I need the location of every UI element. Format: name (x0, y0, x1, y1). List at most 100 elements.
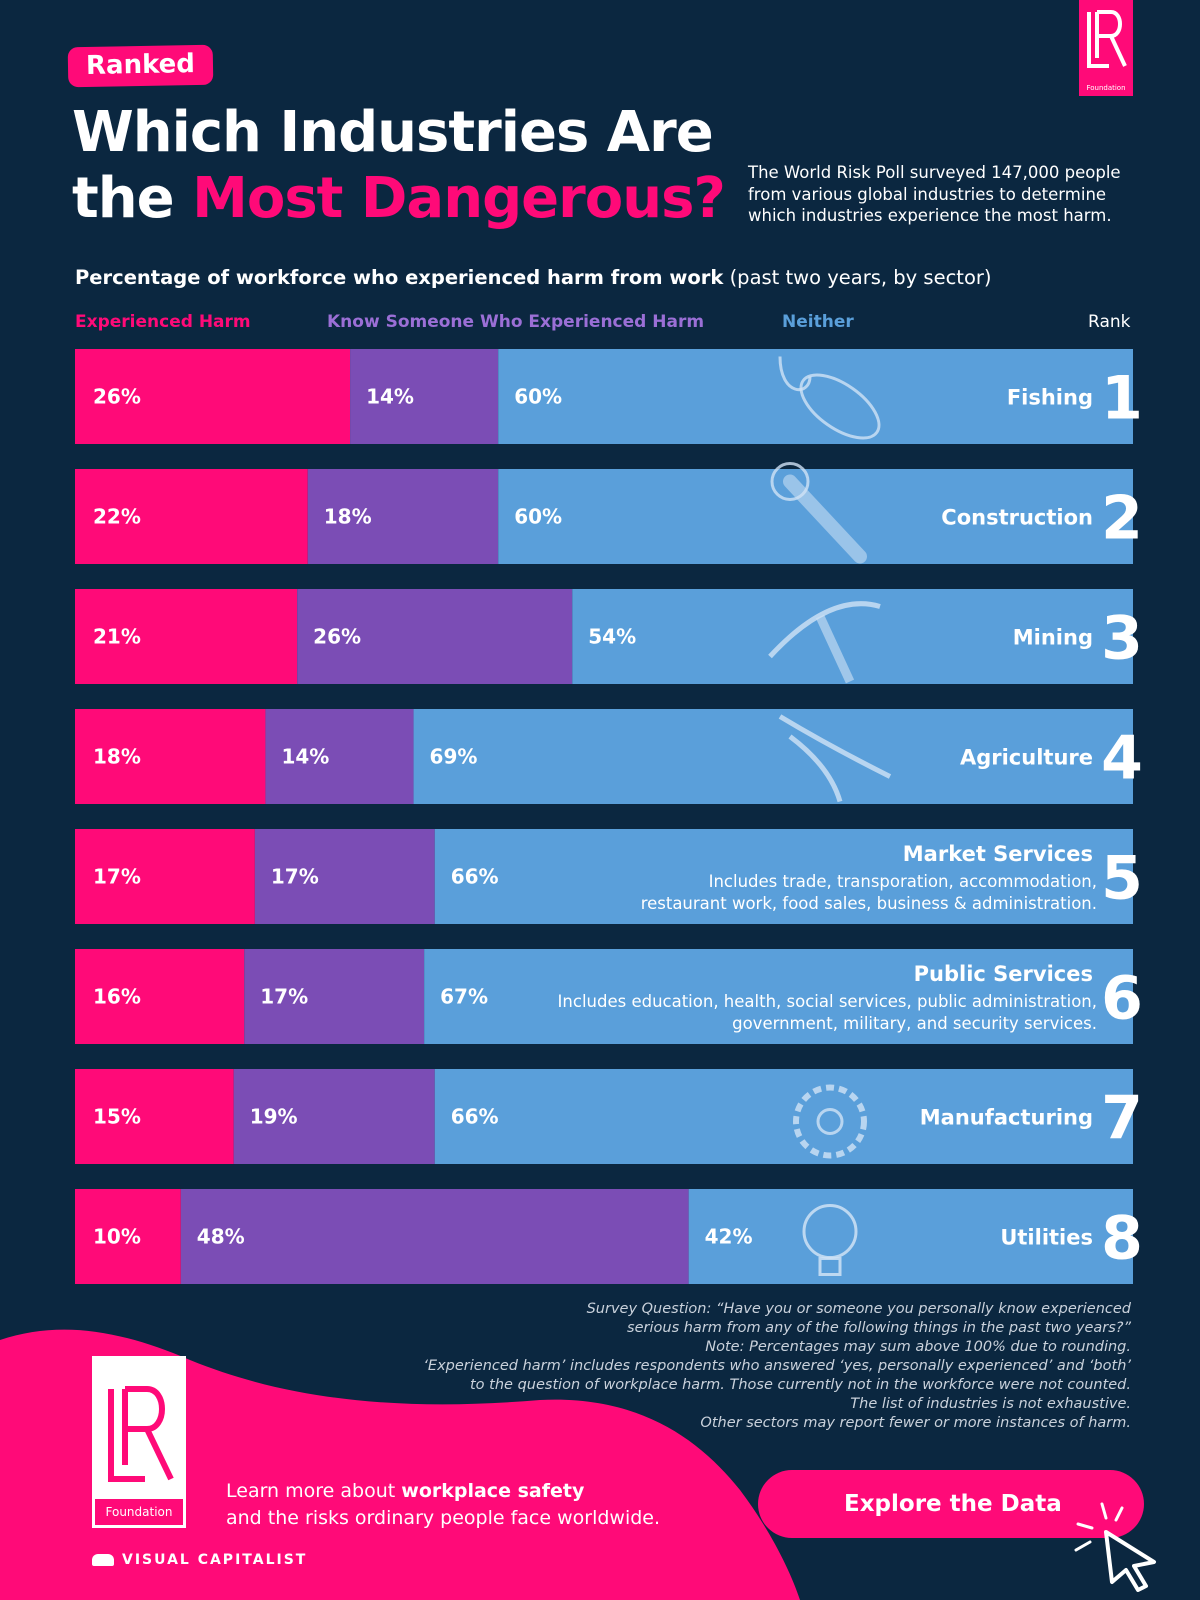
lr-logo-icon (1087, 10, 1127, 68)
bar-segment (434, 1069, 1134, 1164)
learn-more-text: Learn more about workplace safety and th… (226, 1478, 660, 1532)
wrench-icon (770, 462, 867, 564)
stacked-bar-chart: 26% 14% 60% Fishing 1 22% 18% 60% Construction 2 2… (75, 349, 1143, 1284)
gear-icon (793, 1084, 867, 1159)
cursor-click-icon (1074, 1502, 1156, 1592)
note-line: Other sectors may report fewer or more i… (700, 1415, 1131, 1431)
visual-capitalist-brand[interactable]: VISUAL CAPITALIST (92, 1552, 307, 1568)
pliers-icon (778, 714, 892, 803)
bar-segment (413, 709, 1133, 804)
title-line-2: the Most Dangerous? (72, 166, 726, 232)
lr-logo-footer-icon (108, 1386, 174, 1482)
bar-segment (75, 829, 255, 924)
bar-value-label: 66% (451, 1105, 499, 1129)
rank-number: 3 (1101, 604, 1143, 674)
note-line: Survey Question: “Have you or someone yo… (586, 1301, 1131, 1317)
light-bulb-icon (802, 1204, 858, 1276)
bar-value-label: 17% (271, 865, 319, 889)
bar-segment (424, 949, 1133, 1044)
bar-value-label: 17% (260, 985, 308, 1009)
bar-value-label: 69% (430, 745, 478, 769)
bar-segment (297, 589, 573, 684)
bar-value-label: 42% (705, 1225, 753, 1249)
category-label: Utilities (1000, 1226, 1093, 1250)
footer-logo-panel: Foundation (95, 1359, 183, 1525)
bar-segment (688, 1189, 1133, 1284)
bar-value-label: 21% (93, 625, 141, 649)
bar-segment (434, 829, 1134, 924)
rank-number: 8 (1101, 1204, 1143, 1274)
bar-segment (75, 1069, 234, 1164)
bar-value-label: 54% (588, 625, 636, 649)
legend-harm: Experienced Harm (75, 312, 251, 332)
bar-segment (254, 829, 435, 924)
bar-segment (233, 1069, 435, 1164)
subtitle-light: (past two years, by sector) (729, 266, 992, 289)
rank-number: 1 (1101, 364, 1143, 434)
bar-segment (265, 709, 414, 804)
vc-brand-text: VISUAL CAPITALIST (122, 1552, 308, 1568)
bar-value-label: 26% (93, 385, 141, 409)
category-label: Agriculture (960, 746, 1093, 770)
bar-segment (307, 469, 499, 564)
rank-number: 7 (1101, 1084, 1143, 1154)
category-label: Fishing (1007, 386, 1093, 410)
rank-number: 5 (1101, 844, 1143, 914)
category-label: Manufacturing (920, 1106, 1093, 1130)
bar-segment (75, 1189, 181, 1284)
page-title: Which Industries Are the Most Dangerous? (72, 100, 726, 232)
rank-number: 2 (1101, 484, 1143, 554)
lr-logo-footer[interactable]: Foundation (92, 1356, 186, 1528)
fish-hook-icon (778, 356, 881, 440)
bar-value-label: 16% (93, 985, 141, 1009)
explore-data-button[interactable]: Explore the Data (758, 1470, 1144, 1538)
learn-bold[interactable]: workplace safety (401, 1480, 585, 1502)
bar-segment (180, 1189, 689, 1284)
bar-segment (75, 469, 308, 564)
bar-value-label: 19% (250, 1105, 298, 1129)
bar-value-label: 22% (93, 505, 141, 529)
bar-value-label: 66% (451, 865, 499, 889)
category-description: restaurant work, food sales, business & … (641, 894, 1097, 913)
category-label: Construction (941, 506, 1093, 530)
chart-subtitle: Percentage of workforce who experienced … (75, 266, 992, 289)
legend-neither: Neither (782, 312, 854, 332)
intro-text: The World Risk Poll surveyed 147,000 peo… (748, 163, 1121, 225)
bar-value-label: 60% (514, 505, 562, 529)
title-plain: the (72, 166, 193, 231)
title-accent: Most Dangerous? (192, 166, 726, 231)
footnotes: Survey Question: “Have you or someone yo… (371, 1300, 1131, 1433)
bar-segment (498, 349, 1133, 444)
bar-value-label: 17% (93, 865, 141, 889)
category-description: government, military, and security servi… (732, 1014, 1097, 1033)
learn-line-1: Learn more about workplace safety (226, 1478, 660, 1505)
note-line: serious harm from any of the following t… (627, 1320, 1131, 1336)
bar-segment (75, 589, 298, 684)
category-description: Includes education, health, social servi… (558, 992, 1097, 1011)
bar-segment (244, 949, 425, 1044)
bar-value-label: 14% (281, 745, 329, 769)
bar-segment (350, 349, 499, 444)
vc-logo-icon (92, 1554, 114, 1566)
bar-value-label: 18% (93, 745, 141, 769)
bar-value-label: 18% (324, 505, 372, 529)
rank-number: 4 (1101, 724, 1143, 794)
category-label: Mining (1013, 626, 1093, 650)
note-line: The list of industries is not exhaustive… (850, 1396, 1131, 1412)
bar-value-label: 48% (197, 1225, 245, 1249)
footer-logo-foundation-text: Foundation (95, 1499, 183, 1525)
note-line: ‘Experienced harm’ includes respondents … (423, 1358, 1131, 1374)
bar-segment (75, 949, 245, 1044)
logo-foundation-text: Foundation (1086, 84, 1126, 92)
legend-know: Know Someone Who Experienced Harm (327, 312, 705, 332)
category-label: Market Services (903, 842, 1093, 866)
lr-logo-top[interactable]: Foundation (1079, 0, 1133, 96)
bar-value-label: 15% (93, 1105, 141, 1129)
bar-value-label: 26% (313, 625, 361, 649)
category-description: Includes trade, transporation, accommoda… (709, 872, 1097, 891)
note-line: to the question of workplace harm. Those… (470, 1377, 1131, 1393)
learn-line-2: and the risks ordinary people face world… (226, 1507, 661, 1529)
bar-value-label: 10% (93, 1225, 141, 1249)
bar-value-label: 67% (440, 985, 488, 1009)
